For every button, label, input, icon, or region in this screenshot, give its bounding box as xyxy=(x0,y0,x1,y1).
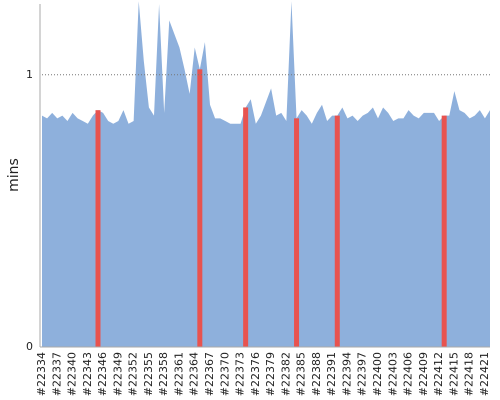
bar xyxy=(441,115,447,347)
x-tick-label: #22409 xyxy=(417,352,430,396)
bar xyxy=(334,115,340,347)
x-tick-label: #22412 xyxy=(432,352,445,396)
x-tick-label: #22403 xyxy=(386,352,399,396)
x-tick-label: #22400 xyxy=(371,352,384,396)
x-tick-label: #22349 xyxy=(111,352,124,396)
x-tick-label: #22337 xyxy=(50,352,63,396)
x-tick-label: #22397 xyxy=(356,352,369,396)
x-tick-label: #22415 xyxy=(447,352,460,396)
x-tick-label: #22391 xyxy=(325,352,338,396)
x-tick-label: #22346 xyxy=(96,352,109,396)
bar xyxy=(197,69,203,347)
x-tick-label: #22394 xyxy=(340,352,353,396)
area xyxy=(42,1,490,348)
y-tick-label: 1 xyxy=(26,68,33,81)
bar xyxy=(95,110,101,348)
x-tick-label: #22340 xyxy=(66,352,79,396)
x-tick-label: #22364 xyxy=(188,352,201,396)
x-tick-label: #22358 xyxy=(157,352,170,396)
x-tick-label: #22367 xyxy=(203,352,216,396)
y-tick-label: 0 xyxy=(26,340,33,353)
x-tick-label: #22343 xyxy=(81,352,94,396)
x-tick-label: #22385 xyxy=(295,352,308,396)
x-tick-label: #22406 xyxy=(402,352,415,396)
x-tick-label: #22421 xyxy=(478,352,491,396)
x-tick-label: #22361 xyxy=(172,352,185,396)
bar xyxy=(243,107,249,347)
x-tick-label: #22334 xyxy=(35,352,48,396)
x-tick-label: #22370 xyxy=(218,352,231,396)
x-tick-label: #22382 xyxy=(279,352,292,396)
x-tick-label: #22355 xyxy=(142,352,155,396)
x-tick-label: #22418 xyxy=(463,352,476,396)
x-tick-label: #22352 xyxy=(127,352,140,396)
x-tick-label: #22373 xyxy=(234,352,247,396)
bar xyxy=(294,118,300,347)
x-tick-label: #22376 xyxy=(249,352,262,396)
y-axis-label: mins xyxy=(6,158,22,192)
x-tick-label: #22379 xyxy=(264,352,277,396)
x-tick-label: #22388 xyxy=(310,352,323,396)
